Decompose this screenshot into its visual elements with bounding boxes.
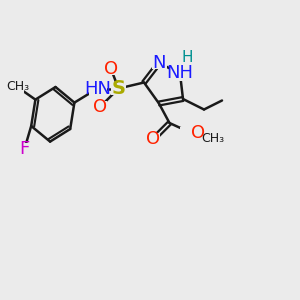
Text: S: S (112, 79, 125, 98)
Text: O: O (104, 60, 118, 78)
FancyBboxPatch shape (104, 63, 118, 75)
Text: O: O (146, 130, 160, 148)
Text: O: O (190, 124, 205, 142)
FancyBboxPatch shape (173, 68, 187, 80)
FancyBboxPatch shape (169, 66, 190, 81)
Text: CH₃: CH₃ (6, 80, 29, 94)
Text: HN: HN (84, 80, 111, 98)
FancyBboxPatch shape (11, 81, 24, 93)
Text: CH₃: CH₃ (201, 131, 224, 145)
Text: NH: NH (167, 64, 194, 82)
Text: F: F (20, 140, 30, 158)
FancyBboxPatch shape (152, 57, 166, 69)
FancyBboxPatch shape (94, 100, 107, 112)
FancyBboxPatch shape (152, 57, 166, 69)
Text: O: O (93, 98, 108, 116)
FancyBboxPatch shape (146, 134, 160, 146)
Text: N: N (152, 54, 166, 72)
FancyBboxPatch shape (91, 82, 104, 94)
FancyBboxPatch shape (184, 127, 197, 139)
FancyBboxPatch shape (105, 63, 117, 75)
FancyBboxPatch shape (94, 100, 106, 112)
FancyBboxPatch shape (112, 82, 125, 94)
FancyBboxPatch shape (19, 142, 31, 154)
Text: H: H (182, 50, 193, 65)
FancyBboxPatch shape (147, 134, 159, 146)
FancyBboxPatch shape (11, 81, 24, 93)
FancyBboxPatch shape (180, 127, 201, 139)
FancyBboxPatch shape (88, 82, 106, 94)
FancyBboxPatch shape (18, 142, 32, 154)
FancyBboxPatch shape (111, 82, 126, 94)
